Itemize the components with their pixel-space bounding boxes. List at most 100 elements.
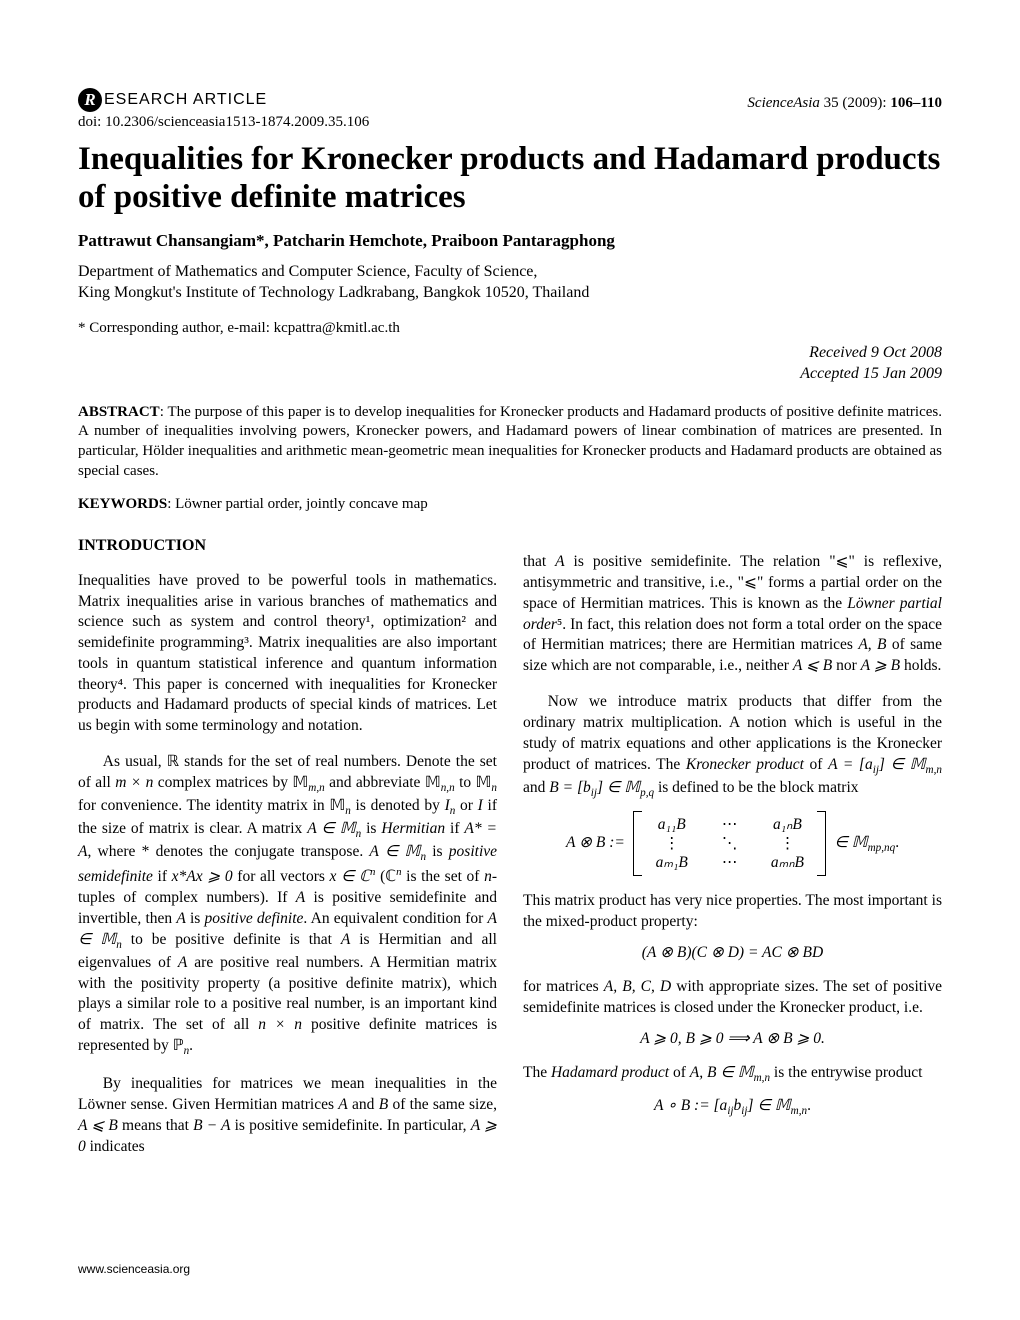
- t: if: [445, 820, 464, 837]
- B: B: [877, 636, 886, 653]
- sub: p,q: [640, 787, 654, 799]
- n: n: [484, 869, 492, 886]
- xAx: x*Ax ⩾ 0: [172, 869, 233, 886]
- journal-reference: ScienceAsia 35 (2009): 106–110: [747, 95, 942, 112]
- hermitian: Hermitian: [381, 820, 445, 837]
- A: A: [176, 910, 185, 927]
- t: ,: [868, 636, 877, 653]
- t: (: [375, 869, 385, 886]
- set-M: 𝕄: [292, 774, 308, 791]
- sub: m,n: [791, 1105, 807, 1117]
- body-columns: INTRODUCTION Inequalities have proved to…: [78, 537, 942, 1158]
- AinMn: A ∈ 𝕄: [307, 820, 355, 837]
- t: indicates: [86, 1138, 145, 1155]
- journal-name: ScienceAsia: [747, 95, 819, 111]
- cell: ⋯: [703, 815, 757, 834]
- cell: a₁ₙB: [760, 815, 814, 834]
- Beq: B = [b: [549, 779, 590, 796]
- right-para-1: that A is positive semidefinite. The rel…: [523, 552, 942, 677]
- block-matrix: a₁₁B ⋯ a₁ₙB ⋮ ⋱ ⋮ aₘ₁B ⋯ aₘₙB: [633, 811, 827, 876]
- corresponding-author: * Corresponding author, e-mail: kcpattra…: [78, 320, 942, 337]
- lhs: A ⊗ B :=: [566, 834, 625, 851]
- t: .: [807, 1097, 811, 1114]
- t: ] ∈ 𝕄: [879, 756, 926, 773]
- t: of: [804, 756, 828, 773]
- t: for all vectors: [233, 869, 330, 886]
- sub: n: [491, 782, 497, 794]
- paper-title: Inequalities for Kronecker products and …: [78, 141, 942, 217]
- A: A: [858, 636, 867, 653]
- keywords-text: : Löwner partial order, jointly concave …: [167, 496, 428, 512]
- AleB: A ⩽ B: [78, 1117, 118, 1134]
- dates-block: Received 9 Oct 2008 Accepted 15 Jan 2009: [78, 343, 942, 385]
- affiliation: Department of Mathematics and Computer S…: [78, 261, 942, 304]
- cell: aₘₙB: [760, 853, 814, 872]
- cell: ⋯: [703, 853, 757, 872]
- received-date: Received 9 Oct 2008: [809, 344, 942, 361]
- badge-label: ESEARCH ARTICLE: [104, 91, 267, 109]
- t: to: [455, 774, 476, 791]
- t: of: [669, 1064, 690, 1081]
- BmA: B − A: [193, 1117, 230, 1134]
- accepted-date: Accepted 15 Jan 2009: [800, 365, 942, 382]
- equation-mixed-product: (A ⊗ B)(C ⊗ D) = AC ⊗ BD: [523, 943, 942, 962]
- cell: ⋱: [703, 834, 757, 853]
- footer-url: www.scienceasia.org: [78, 1262, 190, 1276]
- affil-line1: Department of Mathematics and Computer S…: [78, 263, 537, 280]
- t: is: [361, 820, 381, 837]
- t: is positive semidefinite. In particular,: [230, 1117, 470, 1134]
- set-C: ℂ: [385, 869, 396, 886]
- rhs: ] ∈ 𝕄: [747, 1097, 790, 1114]
- nxn: n × n: [258, 1016, 302, 1033]
- t: The: [523, 1064, 551, 1081]
- t: As usual,: [103, 753, 167, 770]
- t: to be positive definite is that: [122, 931, 341, 948]
- right-para-3: This matrix product has very nice proper…: [523, 891, 942, 933]
- t: . An equivalent condition for: [303, 910, 487, 927]
- right-para-5: The Hadamard product of A, B ∈ 𝕄m,n is t…: [523, 1063, 942, 1086]
- set-M: 𝕄: [329, 797, 345, 814]
- sub: n,n: [441, 782, 455, 794]
- affil-line2: King Mongkut's Institute of Technology L…: [78, 284, 589, 301]
- equation-psd-closed: A ⩾ 0, B ⩾ 0 ⟹ A ⊗ B ⩾ 0.: [523, 1029, 942, 1048]
- equation-kronecker: A ⊗ B := a₁₁B ⋯ a₁ₙB ⋮ ⋱ ⋮ aₘ₁B ⋯: [523, 811, 942, 876]
- sub: m,n: [754, 1072, 770, 1084]
- t: holds.: [900, 657, 941, 674]
- Aeq: A = [a: [828, 756, 873, 773]
- right-column: that A is positive semidefinite. The rel…: [523, 537, 942, 1158]
- journal-vol: 35 (2009):: [820, 95, 890, 111]
- pd: positive definite: [205, 910, 304, 927]
- kronecker-product: Kronecker product: [686, 756, 804, 773]
- sub: m,n: [926, 764, 942, 776]
- AleB: A ⩽ B: [793, 657, 832, 674]
- left-para-1: Inequalities have proved to be powerful …: [78, 571, 497, 737]
- left-para-3: By inequalities for matrices we mean ine…: [78, 1074, 497, 1157]
- journal-pages: 106–110: [890, 95, 942, 111]
- t: is defined to be the block matrix: [654, 779, 858, 796]
- hadamard-product: Hadamard product: [551, 1064, 669, 1081]
- ABin: A, B ∈ 𝕄: [690, 1064, 754, 1081]
- t: is: [426, 843, 449, 860]
- abstract-block: ABSTRACT: The purpose of this paper is t…: [78, 403, 942, 482]
- right-para-2: Now we introduce matrix products that di…: [523, 692, 942, 800]
- cell: aₘ₁B: [645, 853, 699, 872]
- t: for matrices: [523, 978, 604, 995]
- lhs: A ∘ B := [a: [654, 1097, 727, 1114]
- sub: mp,nq: [868, 842, 896, 854]
- t: is denoted by: [351, 797, 445, 814]
- cell: a₁₁B: [645, 816, 699, 834]
- rhs: ∈ 𝕄: [834, 834, 867, 851]
- AinMn: A ∈ 𝕄: [369, 843, 420, 860]
- A: A: [178, 954, 187, 971]
- t: for convenience. The identity matrix in: [78, 797, 329, 814]
- t: is the entrywise product: [770, 1064, 922, 1081]
- xinCn: x ∈ ℂ: [330, 869, 370, 886]
- t: and abbreviate: [325, 774, 425, 791]
- badge-r-icon: R: [78, 88, 102, 112]
- t: of the same size,: [388, 1096, 497, 1113]
- section-heading-intro: INTRODUCTION: [78, 537, 497, 555]
- t: ] ∈ 𝕄: [597, 779, 640, 796]
- t: is: [186, 910, 205, 927]
- B: B: [379, 1096, 388, 1113]
- A: A: [338, 1096, 347, 1113]
